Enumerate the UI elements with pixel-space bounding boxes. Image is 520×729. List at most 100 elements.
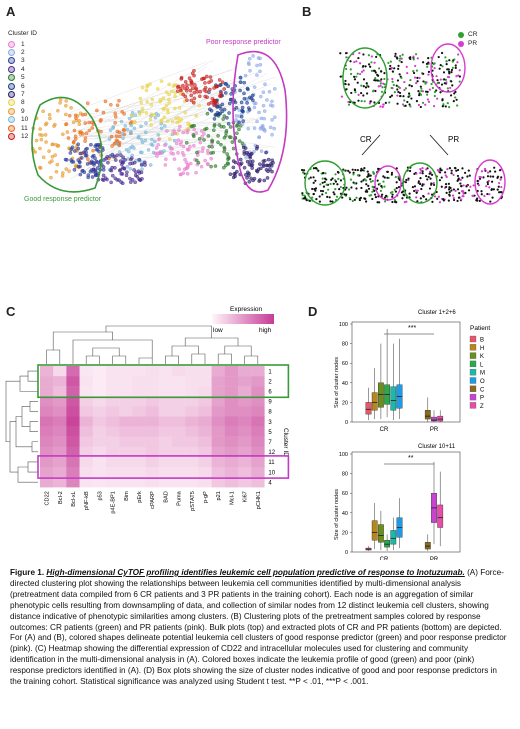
- cluster-node: [41, 155, 46, 160]
- heatmap-cell: [79, 376, 93, 387]
- cell-dot: [472, 184, 475, 187]
- cell-dot: [459, 178, 462, 181]
- cell-dot: [424, 103, 427, 106]
- cluster-node: [204, 89, 208, 94]
- patient-legend-label: O: [480, 379, 485, 385]
- heatmap-cell: [40, 436, 54, 447]
- heatmap-cell: [224, 406, 239, 417]
- response-legend-label: CR: [468, 31, 478, 38]
- cluster-node: [261, 103, 266, 108]
- cell-dot: [382, 103, 385, 106]
- cluster-node: [102, 158, 106, 162]
- cell-dot: [416, 76, 419, 79]
- cell-dot: [405, 200, 408, 203]
- cluster-node: [273, 115, 277, 120]
- cell-dot: [425, 168, 428, 171]
- cluster-node: [204, 74, 209, 79]
- cluster-legend-item: 1: [8, 40, 28, 48]
- cell-dot: [480, 190, 483, 193]
- cell-dot: [445, 81, 448, 84]
- cell-dot: [371, 190, 374, 193]
- cluster-node: [258, 162, 262, 166]
- cluster-node: [61, 132, 65, 137]
- cell-dot: [425, 198, 428, 201]
- cell-dot: [407, 92, 411, 95]
- cluster-node: [74, 116, 78, 120]
- heatmap-cell: [92, 426, 107, 437]
- cluster-node: [202, 138, 206, 142]
- cell-dot: [398, 59, 401, 62]
- cluster-node: [128, 180, 133, 184]
- cell-dot: [444, 171, 447, 174]
- cell-dot: [383, 200, 387, 203]
- cell-dot: [376, 201, 379, 204]
- cluster-node: [192, 96, 197, 101]
- cluster-node: [93, 172, 98, 177]
- cluster-node: [181, 130, 186, 135]
- cell-dot: [374, 89, 377, 93]
- patient-swatch: [469, 344, 477, 351]
- cluster-node: [129, 129, 133, 134]
- heatmap-cell: [132, 376, 146, 387]
- cell-dot: [427, 61, 430, 64]
- heatmap-cell: [198, 477, 212, 488]
- heatmap-cell: [92, 446, 107, 458]
- patient-swatch: [469, 393, 477, 401]
- cluster-node: [194, 86, 198, 90]
- cluster-node: [113, 111, 117, 116]
- cluster-node: [264, 150, 268, 155]
- cluster-node: [267, 89, 272, 94]
- cluster-node: [219, 83, 223, 87]
- cluster-node: [80, 112, 85, 117]
- heatmap-cell: [198, 467, 212, 478]
- cell-dot: [367, 184, 370, 188]
- cluster-node: [246, 126, 251, 131]
- cell-dot: [412, 55, 415, 58]
- cell-dot: [450, 68, 454, 72]
- cluster-node: [166, 110, 170, 115]
- cell-dot: [373, 79, 376, 82]
- heatmap-cell: [185, 396, 199, 407]
- cell-dot: [353, 75, 356, 78]
- cluster-node: [99, 118, 103, 122]
- column-label: Bcl-2: [58, 491, 64, 504]
- cluster-node: [239, 100, 244, 105]
- cell-dot: [317, 169, 320, 172]
- cluster-node: [180, 150, 185, 155]
- cell-dot: [397, 90, 400, 94]
- heatmap-cell: [106, 467, 120, 478]
- cluster-node: [227, 135, 232, 139]
- cluster-node: [156, 142, 160, 147]
- cluster-swatch: [8, 132, 15, 140]
- cluster-node: [50, 159, 54, 163]
- cell-dot: [456, 179, 459, 182]
- cell-dot: [415, 69, 419, 72]
- cluster-node: [117, 134, 122, 139]
- cell-dot: [347, 83, 350, 86]
- dendro-branch: [21, 406, 30, 427]
- cell-dot: [420, 169, 423, 172]
- column-label: pNF-kB: [84, 491, 90, 510]
- cluster-node: [149, 102, 154, 107]
- cell-dot: [492, 188, 495, 191]
- cluster-node: [215, 84, 220, 89]
- cell-dot: [437, 195, 440, 198]
- heatmap-cell: [211, 477, 225, 488]
- cell-dot: [426, 93, 429, 96]
- cluster-node: [117, 150, 122, 154]
- cell-dot: [307, 177, 311, 180]
- cell-dot: [486, 182, 489, 186]
- heatmap-cell: [198, 376, 212, 387]
- cluster-node: [90, 154, 95, 159]
- poor-response-outline: [232, 50, 288, 193]
- cluster-node: [206, 134, 211, 138]
- cell-dot: [301, 192, 304, 195]
- cell-dot: [427, 73, 430, 76]
- cluster-node: [85, 101, 90, 106]
- cluster-node: [137, 134, 141, 139]
- cluster-node: [34, 138, 39, 143]
- cell-dot: [444, 78, 448, 81]
- cluster-node: [140, 140, 145, 145]
- cell-dot: [391, 193, 394, 196]
- cell-dot: [356, 81, 359, 84]
